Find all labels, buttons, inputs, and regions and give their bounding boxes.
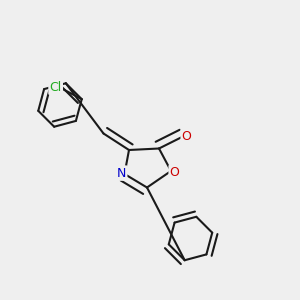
Text: O: O	[182, 130, 191, 143]
Text: Cl: Cl	[50, 81, 62, 94]
Text: O: O	[170, 166, 179, 179]
Text: N: N	[117, 167, 126, 180]
